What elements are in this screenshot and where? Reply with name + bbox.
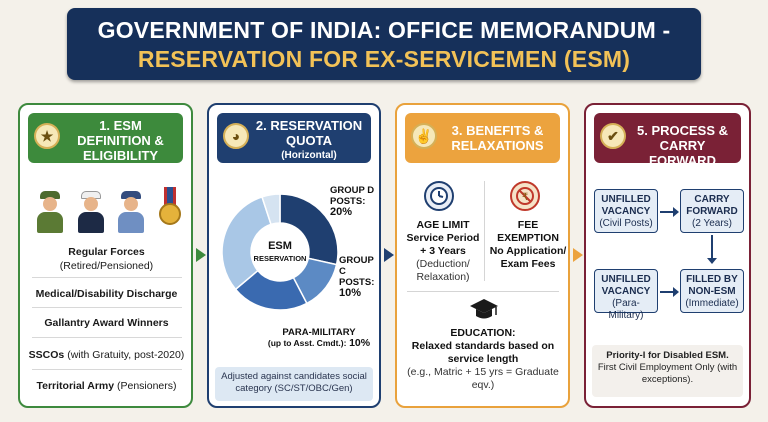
connector-arrow-3	[573, 248, 583, 262]
quota-note: Adjusted against candidates social categ…	[215, 367, 373, 401]
soldier-icon	[34, 187, 66, 233]
priority-note: Priority-I for Disabled ESM. First Civil…	[592, 345, 743, 397]
clock-icon	[424, 181, 454, 211]
panel-quota-title: 2. RESERVATION QUOTA	[255, 118, 363, 148]
panel-eligibility-title: 1. ESM DEFINITION & ELIGIBILITY	[77, 118, 164, 163]
title-line-1: GOVERNMENT OF INDIA: OFFICE MEMORANDUM -	[97, 17, 671, 43]
panel-benefits: ✌ 3. BENEFITS & RELAXATIONS ₹ AGE LIMIT …	[395, 103, 570, 408]
graduation-cap-icon	[469, 297, 499, 323]
service-figures	[34, 187, 184, 233]
age-limit-text: AGE LIMIT Service Period + 3 Years (Dedu…	[406, 219, 480, 283]
flow-arrow	[707, 235, 717, 264]
flow-box-para-military: UNFILLED VACANCY (Para-Military)	[594, 269, 658, 321]
flow-arrow	[660, 287, 679, 297]
donut-center-title: ESM	[268, 240, 292, 252]
sailor-icon	[75, 187, 107, 233]
svg-text:₹: ₹	[522, 192, 528, 203]
panel-process-title: 5. PROCESS & CARRY FORWARD	[636, 123, 729, 168]
flow-box-non-esm: FILLED BY NON-ESM (Immediate)	[680, 269, 744, 313]
panel-process-header: ✔ 5. PROCESS & CARRY FORWARD	[594, 113, 741, 168]
label-group-d: GROUP D POSTS: 20%	[330, 185, 375, 218]
panel-benefits-title: 3. BENEFITS & RELAXATIONS	[451, 123, 544, 153]
panel-eligibility-header: ★ 1. ESM DEFINITION & ELIGIBILITY (Key G…	[28, 113, 183, 176]
medal-icon	[156, 187, 184, 233]
eligibility-item: SSCOs (with Gratuity, post-2020)	[28, 349, 185, 361]
soldier-icon: ★	[34, 123, 60, 149]
panel-eligibility-subtitle: (Key Groups)	[88, 165, 153, 176]
panel-eligibility: ★ 1. ESM DEFINITION & ELIGIBILITY (Key G…	[18, 103, 193, 408]
connector-arrow-2	[384, 248, 394, 262]
eligibility-item: Regular Forces (Retired/Pensioned)	[59, 246, 154, 272]
panel-process: ✔ 5. PROCESS & CARRY FORWARD UNFILLED VA…	[584, 103, 751, 408]
flow-arrow	[660, 207, 679, 217]
title-banner: GOVERNMENT OF INDIA: OFFICE MEMORANDUM -…	[67, 8, 701, 80]
eligibility-item: Medical/Disability Discharge	[35, 288, 178, 300]
pie-chart-icon: ◕	[223, 123, 249, 149]
fee-exemption-text: FEE EXEMPTION No Application/ Exam Fees	[489, 219, 567, 270]
panel-benefits-header: ✌ 3. BENEFITS & RELAXATIONS	[405, 113, 560, 163]
panel-reservation-quota: ◕ 2. RESERVATION QUOTA (Horizontal) ESM …	[207, 103, 381, 408]
education-text: EDUCATION: Relaxed standards based on se…	[407, 327, 559, 391]
label-group-c: GROUP C POSTS: 10%	[339, 255, 375, 299]
title-line-2: RESERVATION FOR EX-SERVICEMEN (ESM)	[137, 46, 631, 72]
document-check-icon: ✔	[600, 123, 626, 149]
panel-quota-subtitle: (Horizontal)	[281, 150, 337, 161]
no-fee-icon: ₹	[510, 181, 540, 211]
connector-arrow-1	[196, 248, 206, 262]
hand-coin-icon: ✌	[411, 123, 437, 149]
label-para-military: PARA-MILITARY (up to Asst. Cmdt.): 10%	[267, 327, 371, 349]
eligibility-item: Territorial Army (Pensioners)	[36, 380, 177, 392]
flow-box-civil: UNFILLED VACANCY (Civil Posts)	[594, 189, 658, 233]
panel-quota-header: ◕ 2. RESERVATION QUOTA (Horizontal)	[217, 113, 371, 163]
airman-icon	[115, 187, 147, 233]
donut-center-sub: RESERVATION	[254, 254, 307, 263]
reservation-donut: ESM RESERVATION	[221, 193, 339, 311]
flow-box-carry-forward: CARRY FORWARD (2 Years)	[680, 189, 744, 233]
eligibility-item: Gallantry Award Winners	[44, 317, 169, 329]
